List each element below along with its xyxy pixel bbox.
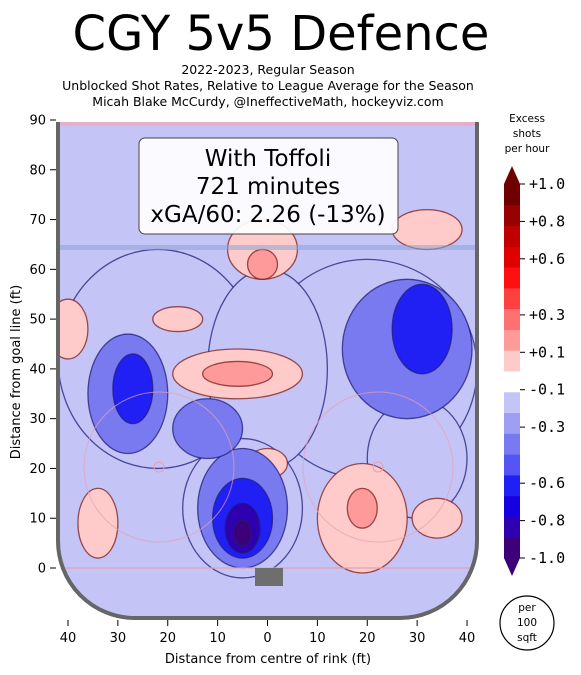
colorbar-level-15 — [504, 225, 520, 247]
y-axis-label: Distance from goal line (ft) — [9, 285, 24, 459]
y-tick-label-4: 40 — [29, 362, 46, 377]
y-tick-label-5: 50 — [29, 313, 46, 328]
colorbar-level-1 — [504, 516, 520, 538]
y-tick-label-3: 30 — [29, 412, 46, 427]
x-axis-label: Distance from centre of rink (ft) — [165, 652, 371, 667]
y-tick-label-8: 80 — [29, 163, 46, 178]
heatmap-region-12 — [411, 497, 463, 539]
colorbar-tick-label-0: +1.0 — [529, 175, 565, 193]
colorbar-min-extension — [504, 558, 520, 576]
left-faceoff-circle — [83, 391, 235, 543]
colorbar-title-line-1: Excess — [509, 113, 545, 125]
x-tick-label-6: 20 — [359, 631, 376, 646]
colorbar-tick-label-8: -0.8 — [529, 512, 565, 530]
right-faceoff-circle — [302, 391, 454, 543]
colorbar-level-7 — [504, 391, 520, 414]
right-faceoff-dot — [372, 461, 384, 473]
heatmap-region-19 — [202, 360, 274, 387]
colorbar-level-11 — [504, 308, 520, 330]
colorbar-title-line-3: per hour — [505, 143, 551, 155]
heatmap-region-18 — [246, 248, 279, 280]
x-tick-label-5: 10 — [309, 631, 326, 646]
colorbar-title-line-2: shots — [513, 128, 541, 140]
y-axis-ticks: 0 10 20 30 40 50 60 70 80 90 — [29, 114, 56, 577]
heatmap-region-25 — [232, 519, 253, 547]
unit-note-line-2: 100 — [517, 617, 537, 629]
unit-note: per 100 sqft — [499, 595, 555, 651]
heatmap-region-6 — [391, 208, 463, 251]
heatmap-region-21 — [391, 283, 453, 375]
centre-line — [58, 122, 477, 126]
rink-boards — [55, 122, 480, 620]
colorbar-level-4 — [504, 454, 520, 476]
heatmap-region-20 — [346, 487, 378, 529]
goal-net — [255, 568, 283, 586]
heatmap-region-22 — [112, 353, 154, 425]
colorbar-tick-label-6: -0.3 — [529, 418, 565, 436]
colorbar-ticks: +1.0 +0.8 +0.6 +0.3 +0.1 -0.1 -0.3 -0.6 -0.8 -1.0 — [520, 175, 565, 567]
colorbar-level-6 — [504, 412, 520, 434]
colorbar-level-5 — [504, 433, 520, 455]
colorbar-tick-label-4: +0.1 — [529, 343, 565, 361]
rink-markings — [58, 122, 477, 586]
heatmap-region-8 — [152, 306, 204, 333]
subtitle-line-2: Unblocked Shot Rates, Relative to League… — [62, 78, 474, 93]
colorbar-level-14 — [504, 246, 520, 268]
colorbar-level-9 — [504, 350, 520, 372]
annotation-minutes: 721 minutes — [196, 174, 340, 200]
colorbar-levels — [504, 166, 520, 576]
x-tick-label-1: 30 — [110, 631, 127, 646]
heatmap-region-13 — [77, 487, 119, 559]
x-axis-ticks: 40 30 20 10 0 10 20 30 40 — [60, 620, 476, 646]
annotation-box: With Toffoli 721 minutes xGA/60: 2.26 (-… — [138, 137, 399, 235]
y-tick-label-7: 70 — [29, 213, 46, 228]
colorbar-tick-label-5: -0.1 — [529, 381, 565, 399]
x-tick-label-2: 20 — [159, 631, 176, 646]
y-tick-label-9: 90 — [29, 114, 46, 129]
blue-line — [58, 245, 477, 250]
rink-plot — [55, 122, 480, 620]
colorbar-tick-label-7: -0.6 — [529, 474, 565, 492]
y-tick-label-6: 60 — [29, 263, 46, 278]
annotation-player: With Toffoli — [205, 146, 331, 172]
heatmap-region-17 — [172, 398, 244, 460]
colorbar-level-0 — [504, 537, 520, 559]
colorbar-level-16 — [504, 204, 520, 227]
x-tick-label-4: 0 — [263, 631, 271, 646]
colorbar-level-3 — [504, 474, 520, 497]
colorbar-level-8 — [504, 371, 520, 393]
x-tick-label-0: 40 — [60, 631, 77, 646]
x-tick-label-7: 30 — [409, 631, 426, 646]
colorbar-level-13 — [504, 267, 520, 289]
unit-note-line-3: sqft — [517, 632, 537, 644]
colorbar-tick-label-2: +0.6 — [529, 250, 565, 268]
heatmap-regions — [57, 208, 478, 579]
unit-note-circle — [499, 595, 555, 651]
colorbar-tick-label-9: -1.0 — [529, 549, 565, 567]
heatmap-region-7 — [57, 298, 89, 360]
chart-title: CGY 5v5 Defence — [73, 6, 490, 62]
y-tick-label-1: 10 — [29, 512, 46, 527]
colorbar-level-17 — [504, 184, 520, 206]
colorbar: Excess shots per hour +1.0 +0.8 +0.6 +0.3 +0… — [504, 113, 565, 576]
left-faceoff-dot — [153, 461, 165, 473]
x-tick-label-3: 10 — [209, 631, 226, 646]
colorbar-level-12 — [504, 287, 520, 310]
annotation-xga: xGA/60: 2.26 (-13%) — [150, 202, 385, 228]
colorbar-level-10 — [504, 329, 520, 351]
colorbar-level-2 — [504, 495, 520, 517]
x-tick-label-8: 40 — [459, 631, 476, 646]
colorbar-max-extension — [504, 166, 520, 184]
colorbar-tick-label-1: +0.8 — [529, 212, 565, 230]
unit-note-line-1: per — [518, 602, 536, 614]
subtitle-line-1: 2022-2023, Regular Season — [181, 62, 354, 77]
subtitle-line-3: Micah Blake McCurdy, @IneffectiveMath, h… — [92, 94, 443, 109]
colorbar-tick-label-3: +0.3 — [529, 306, 565, 324]
y-tick-label-2: 20 — [29, 462, 46, 477]
y-tick-label-0: 0 — [38, 562, 46, 577]
